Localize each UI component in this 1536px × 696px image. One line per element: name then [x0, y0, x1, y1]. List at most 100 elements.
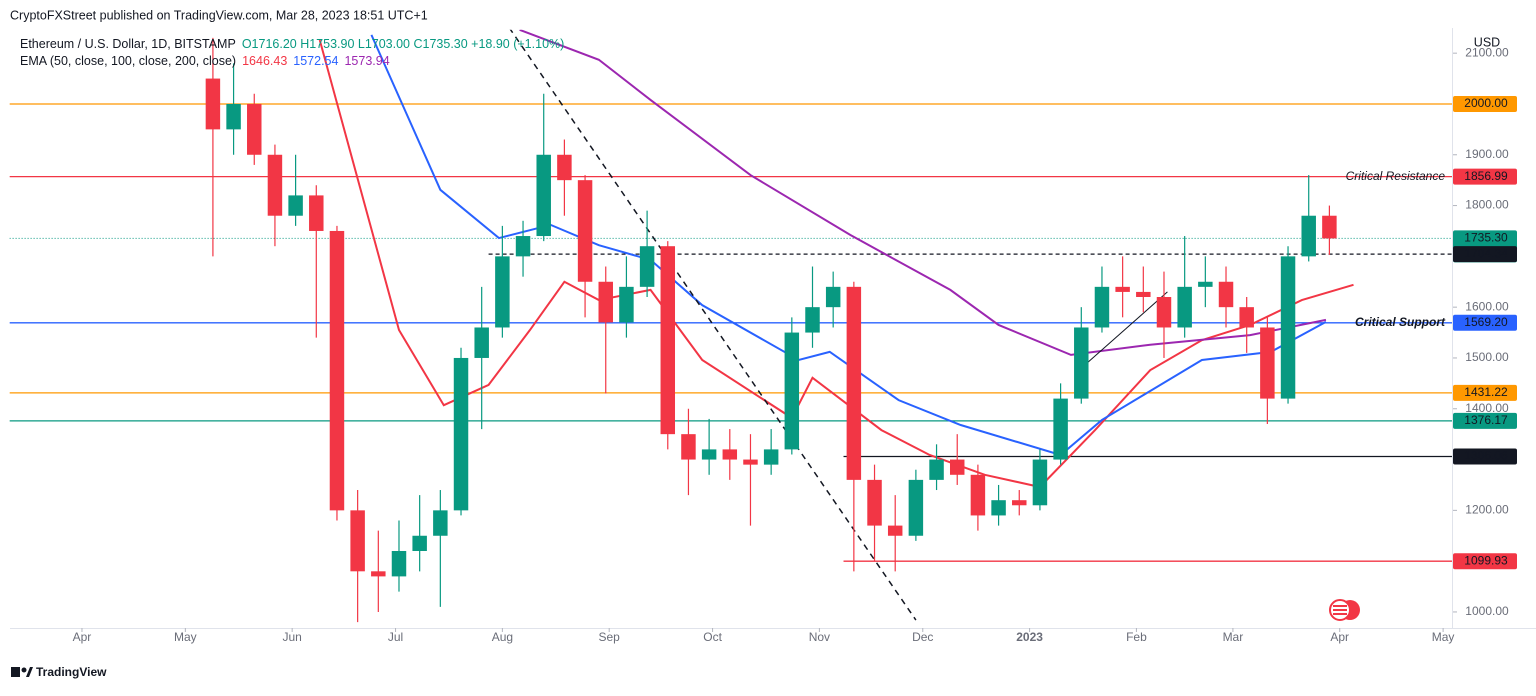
- x-tick-label: May: [174, 630, 197, 644]
- x-tick-label: Jul: [388, 630, 403, 644]
- candle-body: [1322, 215, 1337, 239]
- x-tick-label: Apr: [73, 630, 92, 644]
- ema-label: EMA (50, close, 100, close, 200, close): [20, 54, 236, 68]
- ema-value: 1572.54: [293, 54, 338, 68]
- candle-body: [247, 103, 262, 155]
- title: Ethereum / U.S. Dollar, 1D, BITSTAMP: [20, 37, 236, 51]
- candle-body: [1074, 327, 1089, 399]
- level-label: 1099.93: [1464, 553, 1508, 567]
- candle-body: [267, 154, 283, 216]
- level-box: [1453, 95, 1517, 112]
- currency: USD: [1474, 35, 1500, 49]
- candle-body: [412, 535, 427, 551]
- ema-line: [318, 39, 1354, 489]
- x-tick-label: Jun: [282, 630, 301, 644]
- y-tick-label: 1400.00: [1465, 401, 1509, 415]
- x-tick-label: Nov: [809, 630, 830, 644]
- level-box: [1453, 448, 1517, 465]
- level-label: 2000.00: [1464, 96, 1508, 110]
- candle-body: [515, 236, 531, 257]
- y-tick-label: 1000.00: [1465, 604, 1509, 618]
- candle-body: [350, 510, 365, 572]
- y-tick-label: 1500.00: [1465, 350, 1509, 364]
- candle-body: [226, 103, 241, 130]
- level-label: 1569.20: [1464, 315, 1508, 329]
- level-label: 1856.99: [1464, 169, 1508, 183]
- overlay: 2000.00 1856.99 Critical Resistance 1735.30…: [20, 37, 1517, 570]
- candle-body: [1136, 291, 1151, 298]
- level-label: 1735.30: [1464, 231, 1508, 245]
- candle-body: [1301, 215, 1316, 257]
- candle-body: [1218, 281, 1234, 308]
- level-note: Critical Support: [1355, 315, 1446, 329]
- candle-body: [846, 286, 862, 480]
- level-box: [1453, 168, 1517, 185]
- trendline: [1080, 291, 1168, 369]
- candle-body: [557, 154, 572, 181]
- candle-body: [887, 525, 903, 536]
- candle-body: [722, 449, 738, 460]
- candle-body: [639, 246, 655, 287]
- candle-body: [763, 449, 779, 465]
- ema-value: 1573.94: [344, 54, 389, 68]
- ema-line: [370, 34, 1327, 457]
- publisher: CryptoFXStreet published on TradingView.…: [10, 8, 428, 22]
- brand: TradingView: [36, 665, 107, 679]
- x-tick-label: Feb: [1126, 630, 1147, 644]
- candle-body: [1260, 327, 1275, 399]
- candle-body: [329, 230, 345, 511]
- level-note: Critical Resistance: [1346, 169, 1446, 183]
- candle-body: [1280, 256, 1296, 399]
- candle-body: [1012, 500, 1027, 506]
- level-label: 1376.17: [1464, 413, 1508, 427]
- candle-body: [1239, 307, 1254, 328]
- level-label: 1306.06: [1464, 449, 1508, 463]
- y-tick-label: 1900.00: [1465, 147, 1509, 161]
- candle-body: [309, 195, 324, 231]
- candle-body: [371, 571, 386, 577]
- ema-value: 1646.43: [242, 54, 287, 68]
- candle-body: [991, 500, 1006, 516]
- candle-body: [536, 154, 551, 237]
- footer-logo: TradingView: [11, 665, 107, 679]
- candle-body: [1032, 459, 1048, 506]
- candle-body: [1053, 398, 1068, 460]
- y-tick-label: 1200.00: [1465, 503, 1509, 517]
- candle-body: [453, 357, 469, 511]
- trendline: [509, 29, 917, 621]
- candle-body: [495, 256, 510, 328]
- candle-body: [391, 550, 407, 577]
- y-tick-label: 1800.00: [1465, 198, 1509, 212]
- candle-body: [619, 286, 634, 323]
- x-tick-label: May: [1432, 630, 1455, 644]
- candle-body: [660, 246, 676, 435]
- candle-body: [805, 307, 820, 333]
- candle-body: [743, 459, 758, 465]
- x-tick-label: Dec: [912, 630, 933, 644]
- level-box: [1453, 553, 1517, 570]
- candle-body: [784, 332, 800, 450]
- candle-body: [908, 479, 924, 536]
- candle-body: [1156, 297, 1172, 328]
- level-box: [1453, 384, 1517, 401]
- candle-body: [1115, 286, 1130, 292]
- level-box: [1453, 246, 1517, 263]
- ema-line: [519, 29, 1327, 356]
- y-tick-label: 2100.00: [1465, 45, 1509, 59]
- x-tick-label: Aug: [492, 630, 513, 644]
- candle-body: [1094, 286, 1110, 328]
- y-tick-label: 1600.00: [1465, 299, 1509, 313]
- x-tick-label: Oct: [703, 630, 722, 644]
- level-box: [1453, 412, 1517, 429]
- x-tick-label: Sep: [599, 630, 621, 644]
- candle-body: [681, 434, 696, 460]
- candle-body: [577, 180, 593, 282]
- candle-body: [474, 327, 489, 358]
- candle-body: [867, 479, 882, 526]
- flag-icon: [1329, 599, 1360, 621]
- ohlc: O1716.20 H1753.90 L1703.00 C1735.30 +18.…: [242, 37, 564, 51]
- x-tick-label: Mar: [1223, 630, 1244, 644]
- candle-body: [949, 459, 965, 475]
- x-tick-label: 2023: [1016, 630, 1043, 644]
